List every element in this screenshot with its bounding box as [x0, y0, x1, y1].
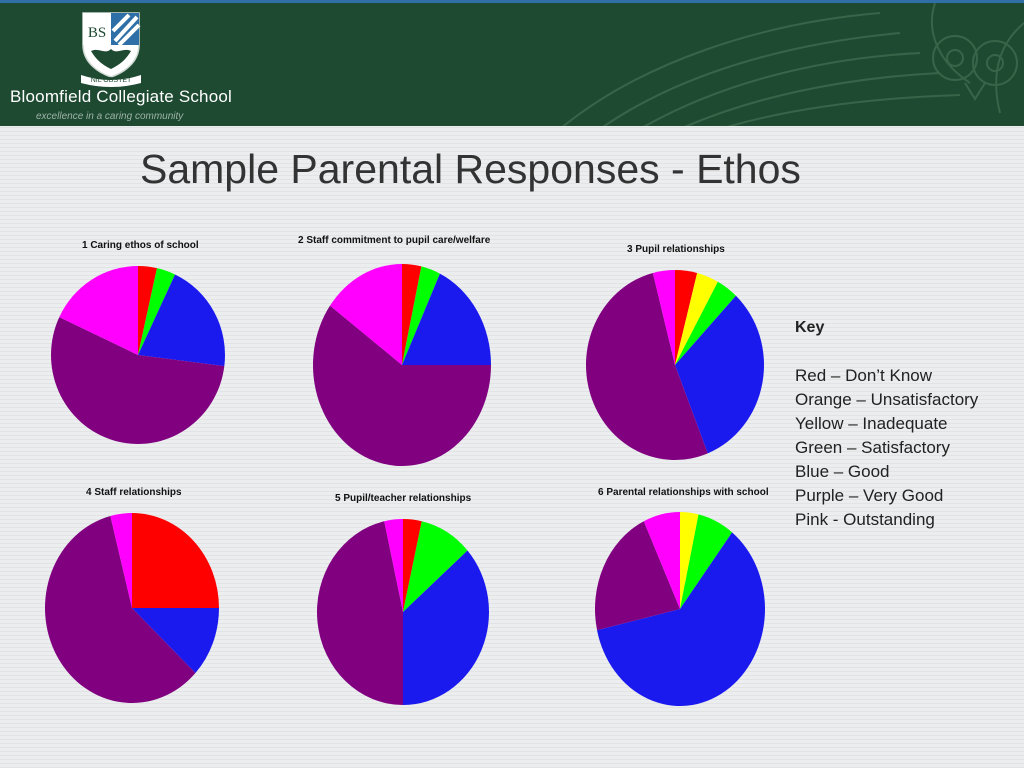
school-crest-logo: BS NIL OBSTET — [81, 12, 141, 87]
pie-slice-red — [138, 266, 157, 355]
pie-slice-blue — [138, 274, 225, 367]
pie-slice-pink — [652, 270, 675, 365]
color-key: Key Red – Don’t Know Orange – Unsatisfac… — [795, 316, 978, 532]
pie-title-5: 5 Pupil/teacher relationships — [335, 493, 472, 504]
pie-slice-yellow — [680, 512, 699, 609]
pie-title-4: 4 Staff relationships — [86, 487, 182, 498]
pie-slice-blue — [675, 295, 764, 454]
header-banner: BS NIL OBSTET Bloomfield Collegiate Scho… — [0, 0, 1024, 126]
pie-slice-purple — [595, 521, 680, 631]
pie-slice-blue — [402, 273, 491, 365]
key-item-pink: Pink - Outstanding — [795, 510, 935, 529]
pie-slice-green — [402, 266, 440, 365]
pie-slice-red — [403, 519, 422, 612]
pie-slice-red — [132, 513, 219, 608]
pie-slice-purple — [317, 521, 403, 705]
pie-chart-staff-relationships — [45, 513, 219, 703]
pie-title-2: 2 Staff commitment to pupil care/welfare — [298, 235, 491, 246]
pie-slice-red — [402, 264, 422, 365]
crest-motto: NIL OBSTET — [91, 77, 132, 84]
pie-title-6: 6 Parental relationships with school — [598, 487, 769, 498]
pie-slice-purple — [313, 305, 491, 466]
pie-slice-blue — [132, 608, 219, 674]
pie-chart-caring-ethos — [51, 266, 225, 444]
school-tagline: excellence in a caring community — [36, 111, 184, 122]
pie-slice-purple — [45, 515, 196, 703]
pie-slice-yellow — [675, 272, 718, 365]
school-name: Bloomfield Collegiate School — [10, 87, 233, 106]
pie-title-3: 3 Pupil relationships — [627, 244, 725, 255]
pie-slice-purple — [586, 272, 708, 460]
key-item-yellow: Yellow – Inadequate — [795, 414, 948, 433]
pie-slice-pink — [329, 264, 402, 365]
pie-slice-pink — [643, 512, 680, 609]
pie-slice-pink — [384, 519, 403, 612]
pie-chart-staff-commitment — [313, 264, 491, 466]
crest-monogram: BS — [88, 25, 106, 41]
pie-slice-green — [680, 514, 733, 609]
pie-title-1: 1 Caring ethos of school — [82, 240, 199, 251]
pie-slice-green — [403, 521, 468, 612]
pie-slice-blue — [597, 532, 765, 706]
key-item-blue: Blue – Good — [795, 462, 890, 481]
pie-chart-pupil-teacher-relationships — [317, 519, 489, 705]
owl-watermark-graphic — [562, 3, 1024, 126]
key-item-green: Green – Satisfactory — [795, 438, 950, 457]
slide-title: Sample Parental Responses - Ethos — [140, 146, 801, 192]
pie-slice-pink — [59, 266, 138, 355]
pie-slice-purple — [51, 317, 225, 444]
pie-slice-green — [138, 268, 176, 355]
pie-chart-pupil-relationships — [586, 270, 764, 460]
pie-slice-blue — [403, 550, 489, 705]
pie-chart-parental-relationships — [595, 512, 765, 706]
key-item-purple: Purple – Very Good — [795, 486, 944, 505]
pie-slice-green — [675, 281, 736, 365]
pie-slice-red — [675, 270, 698, 365]
key-heading: Key — [795, 319, 825, 336]
key-item-red: Red – Don’t Know — [795, 366, 933, 385]
key-item-orange: Orange – Unsatisfactory — [795, 390, 979, 409]
pie-slice-pink — [110, 513, 132, 608]
